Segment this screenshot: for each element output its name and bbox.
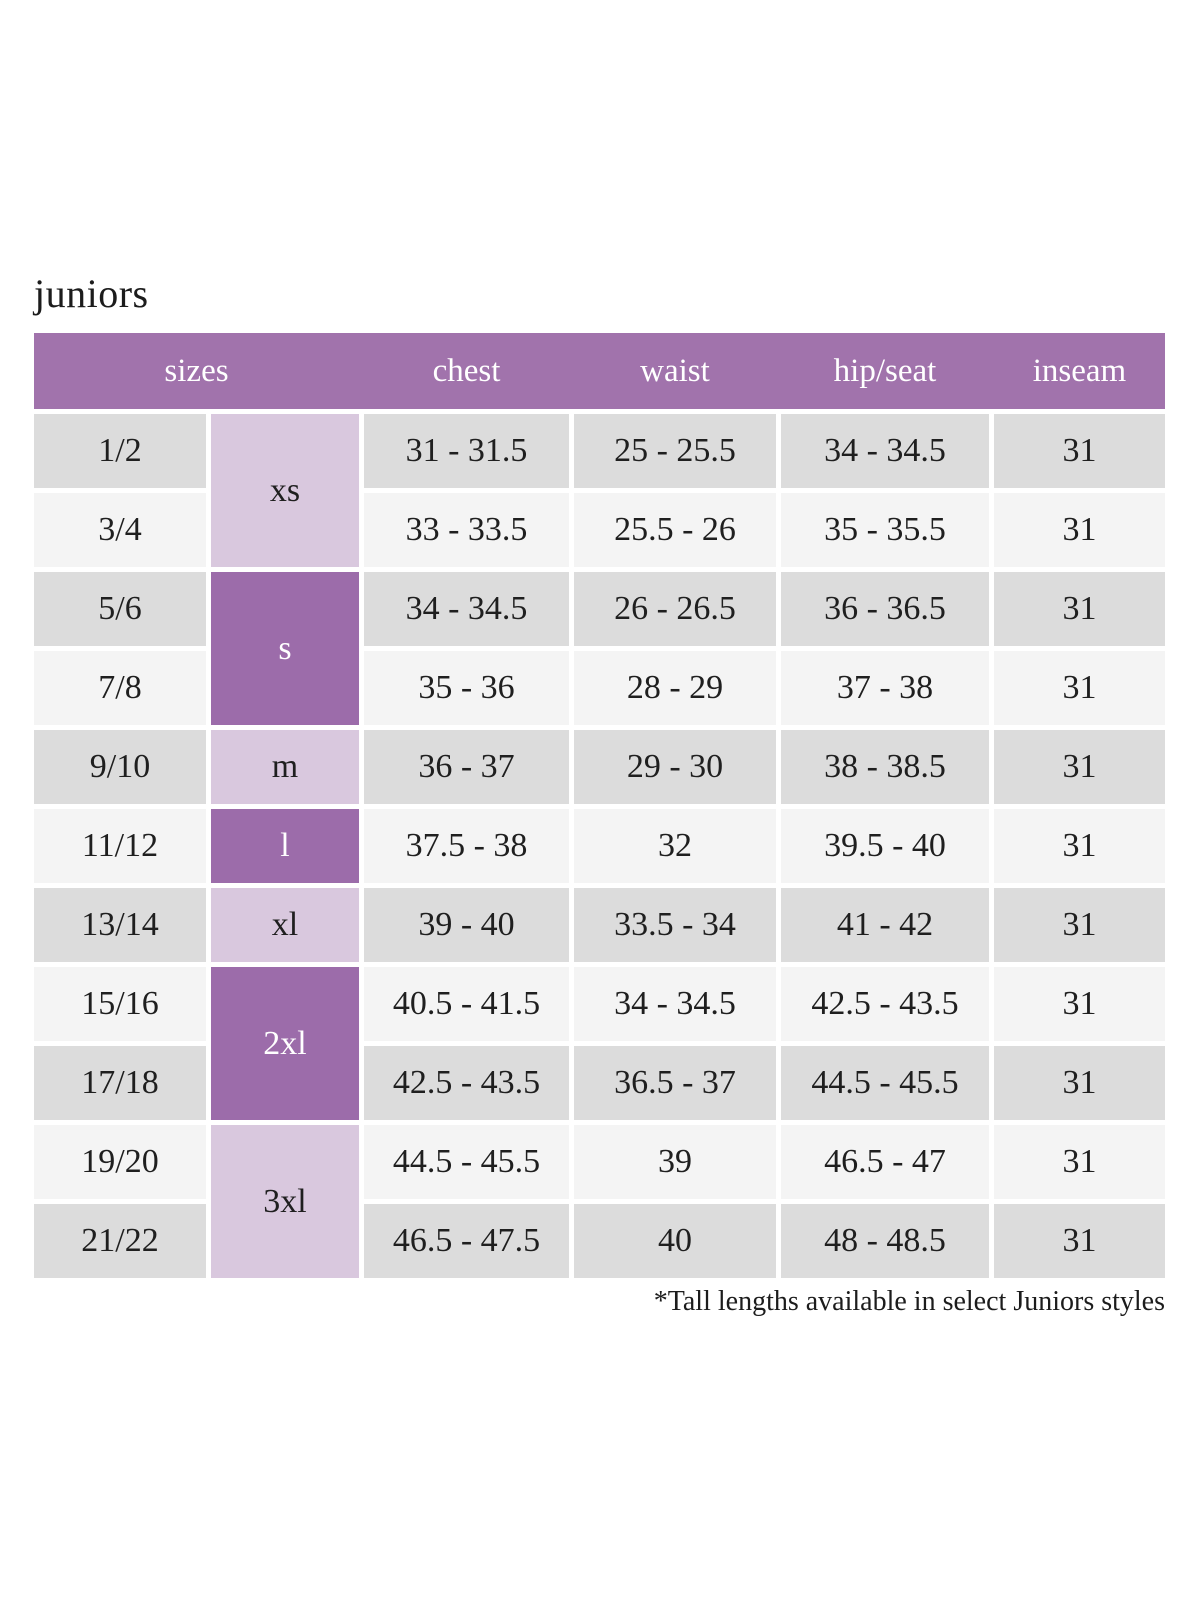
header-cell-waist: waist [640,352,710,389]
cell-waist: 28 - 29 [574,651,776,725]
cell-chest: 34 - 34.5 [364,572,569,646]
cell-sizes: 7/8 [34,651,206,725]
size-group-cell-3xl: 3xl [211,1125,359,1278]
cell-hip-seat: 41 - 42 [781,888,989,962]
cell-waist: 40 [574,1204,776,1278]
cell-sizes: 21/22 [34,1204,206,1278]
cell-chest: 46.5 - 47.5 [364,1204,569,1278]
cell-hip-seat: 38 - 38.5 [781,730,989,804]
cell-hip-seat: 46.5 - 47 [781,1125,989,1199]
cell-inseam: 31 [994,493,1165,567]
juniors-size-table: sizes chest waist hip/seat inseam xs s m… [34,333,1165,1278]
header-cell-sizes: sizes [164,352,229,389]
cell-inseam: 31 [994,572,1165,646]
cell-sizes: 3/4 [34,493,206,567]
cell-chest: 39 - 40 [364,888,569,962]
cell-inseam: 31 [994,1046,1165,1120]
cell-sizes: 13/14 [34,888,206,962]
cell-chest: 33 - 33.5 [364,493,569,567]
footnote: *Tall lengths available in select Junior… [653,1286,1165,1317]
cell-inseam: 31 [994,1125,1165,1199]
cell-chest: 44.5 - 45.5 [364,1125,569,1199]
cell-hip-seat: 44.5 - 45.5 [781,1046,989,1120]
cell-chest: 42.5 - 43.5 [364,1046,569,1120]
size-group-cell-2xl: 2xl [211,967,359,1120]
cell-sizes: 1/2 [34,414,206,488]
size-group-cell-xl: xl [211,888,359,962]
cell-sizes: 5/6 [34,572,206,646]
cell-sizes: 9/10 [34,730,206,804]
size-group-cell-s: s [211,572,359,725]
cell-inseam: 31 [994,967,1165,1041]
cell-chest: 40.5 - 41.5 [364,967,569,1041]
size-group-cell-xs: xs [211,414,359,567]
table-header-row: sizes chest waist hip/seat inseam [34,333,1165,409]
cell-chest: 36 - 37 [364,730,569,804]
cell-inseam: 31 [994,809,1165,883]
cell-sizes: 17/18 [34,1046,206,1120]
cell-waist: 26 - 26.5 [574,572,776,646]
cell-hip-seat: 35 - 35.5 [781,493,989,567]
header-cell-hip-seat: hip/seat [833,352,937,389]
cell-chest: 31 - 31.5 [364,414,569,488]
cell-chest: 35 - 36 [364,651,569,725]
size-group-cell-l: l [211,809,359,883]
table-body: xs s m l xl 2xl 3xl 1/2 31 - 31.5 25 - 2… [34,414,1165,1278]
cell-inseam: 31 [994,1204,1165,1278]
cell-sizes: 19/20 [34,1125,206,1199]
cell-waist: 36.5 - 37 [574,1046,776,1120]
cell-inseam: 31 [994,651,1165,725]
cell-waist: 33.5 - 34 [574,888,776,962]
cell-inseam: 31 [994,730,1165,804]
cell-waist: 39 [574,1125,776,1199]
cell-waist: 25 - 25.5 [574,414,776,488]
cell-chest: 37.5 - 38 [364,809,569,883]
cell-waist: 32 [574,809,776,883]
cell-sizes: 15/16 [34,967,206,1041]
size-group-cell-m: m [211,730,359,804]
cell-waist: 34 - 34.5 [574,967,776,1041]
header-cell-inseam: inseam [1032,352,1127,389]
cell-inseam: 31 [994,888,1165,962]
page-title: juniors [34,271,149,316]
cell-waist: 25.5 - 26 [574,493,776,567]
cell-hip-seat: 39.5 - 40 [781,809,989,883]
cell-hip-seat: 37 - 38 [781,651,989,725]
cell-hip-seat: 36 - 36.5 [781,572,989,646]
cell-sizes: 11/12 [34,809,206,883]
cell-hip-seat: 42.5 - 43.5 [781,967,989,1041]
cell-hip-seat: 34 - 34.5 [781,414,989,488]
header-cell-chest: chest [432,352,501,389]
cell-hip-seat: 48 - 48.5 [781,1204,989,1278]
cell-waist: 29 - 30 [574,730,776,804]
cell-inseam: 31 [994,414,1165,488]
